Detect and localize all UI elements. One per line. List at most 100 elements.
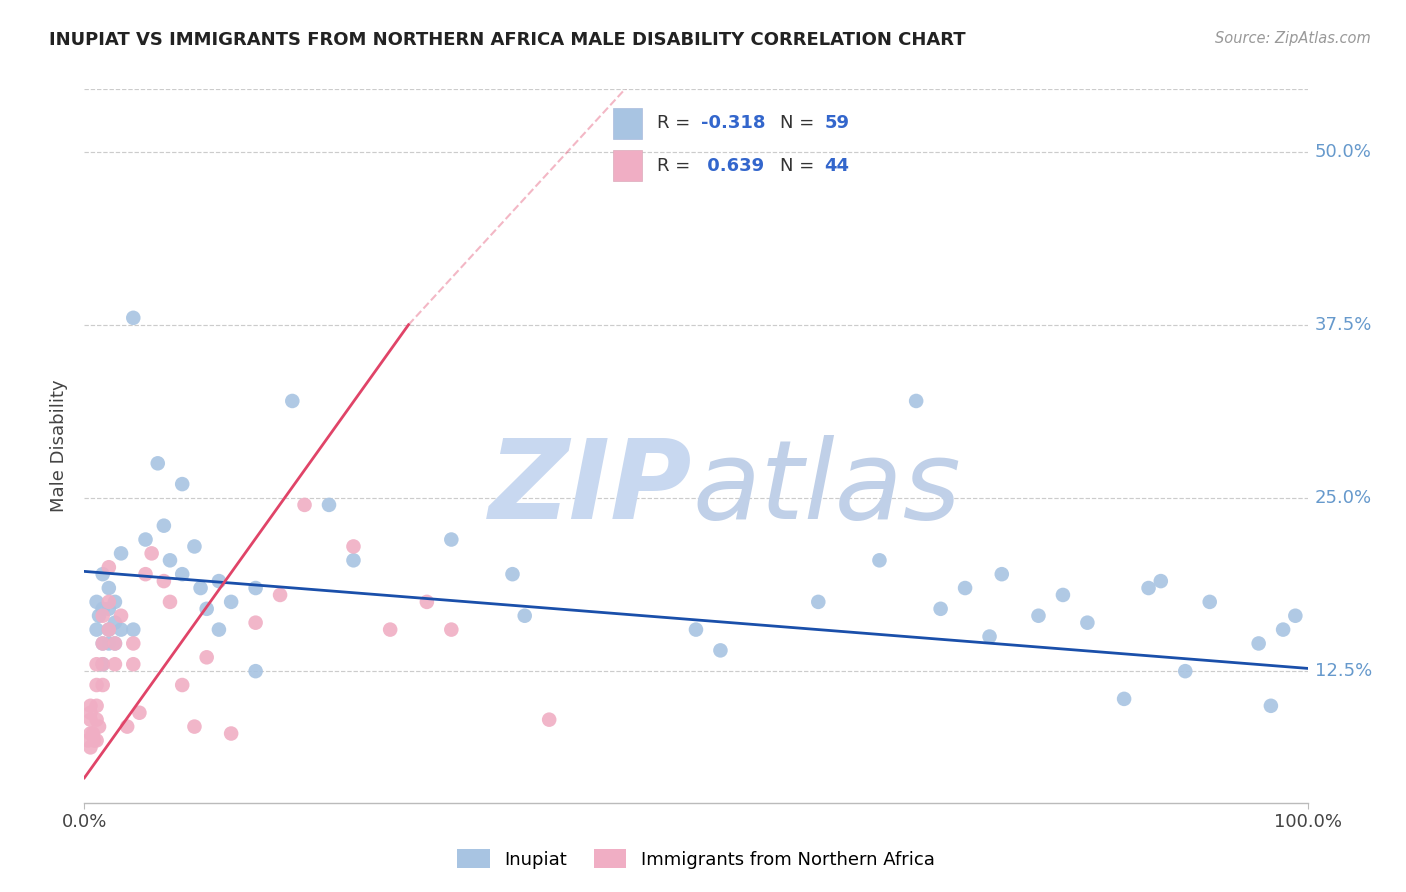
Point <box>104 636 127 650</box>
Text: R =: R = <box>657 114 696 132</box>
Point <box>416 595 439 609</box>
Point <box>86 733 108 747</box>
Point <box>82 726 104 740</box>
Point <box>269 588 291 602</box>
Y-axis label: Male Disability: Male Disability <box>51 380 69 512</box>
Point <box>97 602 120 616</box>
Point <box>122 636 145 650</box>
Point <box>1174 664 1197 678</box>
Text: Source: ZipAtlas.com: Source: ZipAtlas.com <box>1215 31 1371 46</box>
Point <box>79 740 101 755</box>
Point <box>172 477 194 491</box>
Point <box>122 623 145 637</box>
Point <box>245 664 267 678</box>
Point <box>91 636 114 650</box>
Point <box>86 595 108 609</box>
Point <box>141 546 163 560</box>
Point <box>153 518 176 533</box>
Point <box>159 553 181 567</box>
Point <box>91 678 114 692</box>
Point <box>195 650 218 665</box>
Point <box>97 595 120 609</box>
Point <box>245 615 267 630</box>
Point <box>79 698 101 713</box>
Point <box>807 595 830 609</box>
Text: atlas: atlas <box>692 435 960 542</box>
Point <box>1150 574 1173 588</box>
Point <box>110 623 132 637</box>
Point <box>953 581 976 595</box>
Point <box>83 733 105 747</box>
Point <box>979 630 1001 644</box>
Point <box>342 553 364 567</box>
Point <box>110 546 132 560</box>
Text: N =: N = <box>780 157 820 175</box>
Text: 44: 44 <box>824 157 849 175</box>
Point <box>183 540 205 554</box>
Point <box>195 602 218 616</box>
Point <box>905 394 928 409</box>
Point <box>122 310 145 325</box>
Point <box>146 456 169 470</box>
Point <box>190 581 212 595</box>
Point <box>1198 595 1220 609</box>
Point <box>97 636 120 650</box>
Point <box>245 581 267 595</box>
Point <box>153 574 176 588</box>
Point <box>1052 588 1074 602</box>
Text: ZIP: ZIP <box>489 435 692 542</box>
Text: 25.0%: 25.0% <box>1315 489 1372 507</box>
Point <box>1137 581 1160 595</box>
Text: INUPIAT VS IMMIGRANTS FROM NORTHERN AFRICA MALE DISABILITY CORRELATION CHART: INUPIAT VS IMMIGRANTS FROM NORTHERN AFRI… <box>49 31 966 49</box>
Point <box>110 608 132 623</box>
Point <box>97 623 120 637</box>
Point <box>709 643 731 657</box>
Text: 50.0%: 50.0% <box>1315 143 1371 161</box>
Bar <box>613 150 643 181</box>
Point <box>79 706 101 720</box>
Point <box>79 726 101 740</box>
Point <box>685 623 707 637</box>
Point <box>128 706 150 720</box>
Text: 59: 59 <box>824 114 849 132</box>
Point <box>97 623 120 637</box>
Point <box>538 713 561 727</box>
Point <box>219 595 242 609</box>
Point <box>159 595 181 609</box>
Point <box>1260 698 1282 713</box>
Point <box>97 560 120 574</box>
Point <box>135 533 157 547</box>
Point <box>869 553 891 567</box>
Point <box>1028 608 1050 623</box>
Point <box>219 726 242 740</box>
Point <box>87 608 110 623</box>
Point <box>104 657 127 672</box>
Point <box>1272 623 1295 637</box>
Text: N =: N = <box>780 114 820 132</box>
Point <box>104 636 127 650</box>
Point <box>208 623 231 637</box>
Point <box>104 615 127 630</box>
Point <box>91 608 114 623</box>
Point <box>104 595 127 609</box>
Point <box>86 713 108 727</box>
Bar <box>613 108 643 139</box>
Point <box>318 498 340 512</box>
Point <box>1247 636 1270 650</box>
Point <box>97 581 120 595</box>
Point <box>208 574 231 588</box>
Text: 37.5%: 37.5% <box>1315 316 1372 334</box>
Point <box>86 698 108 713</box>
Point <box>183 720 205 734</box>
Point <box>91 657 114 672</box>
Point <box>172 567 194 582</box>
Point <box>501 567 523 582</box>
Point <box>86 623 108 637</box>
Point <box>281 394 304 409</box>
Point <box>294 498 316 512</box>
Point <box>929 602 952 616</box>
Point <box>342 540 364 554</box>
Point <box>91 636 114 650</box>
Point <box>86 657 108 672</box>
Text: 12.5%: 12.5% <box>1315 662 1372 681</box>
